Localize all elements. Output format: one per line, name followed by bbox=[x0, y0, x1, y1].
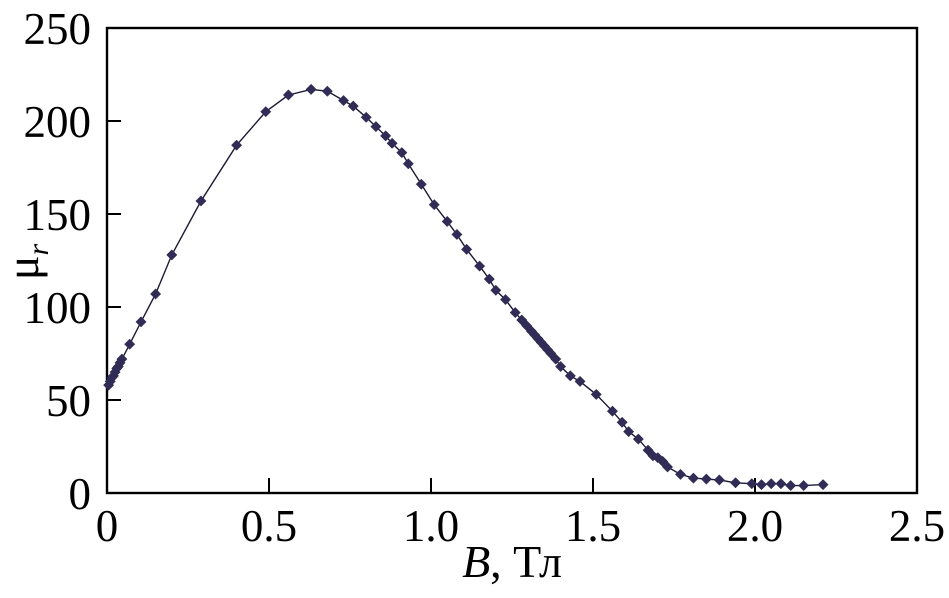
y-tick-label: 200 bbox=[24, 97, 92, 147]
axis-ticks: 0 0.5 1.0 1.5 2.0 2.5 0 50 100 150 200 250 bbox=[24, 4, 946, 551]
plot-border bbox=[105, 26, 919, 495]
series-line bbox=[107, 88, 824, 487]
x-tick-label: 2.5 bbox=[889, 501, 945, 551]
y-tick-label: 50 bbox=[46, 376, 91, 426]
x-axis-title-unit: , Тл bbox=[490, 536, 562, 587]
x-axis-title-variable: B bbox=[462, 536, 490, 587]
x-tick-label: 0.5 bbox=[241, 501, 297, 551]
x-tick-label: 1.5 bbox=[565, 501, 621, 551]
data-series bbox=[103, 83, 829, 492]
y-tick-label: 150 bbox=[24, 190, 92, 240]
y-axis-title-main: μ bbox=[0, 256, 48, 281]
x-tick-label: 0 bbox=[96, 501, 119, 551]
y-axis-title-subscript: r bbox=[22, 244, 55, 256]
x-tick-label: 2.0 bbox=[727, 501, 783, 551]
data-point-markers bbox=[103, 83, 829, 492]
y-tick-label: 0 bbox=[69, 469, 92, 519]
x-tick-label: 1.0 bbox=[403, 501, 459, 551]
y-tick-label: 100 bbox=[24, 283, 92, 333]
y-tick-label: 250 bbox=[24, 4, 92, 54]
plot-frame bbox=[105, 26, 919, 495]
y-axis-title: μr bbox=[0, 244, 55, 281]
x-axis-title: B, Тл bbox=[462, 536, 562, 587]
